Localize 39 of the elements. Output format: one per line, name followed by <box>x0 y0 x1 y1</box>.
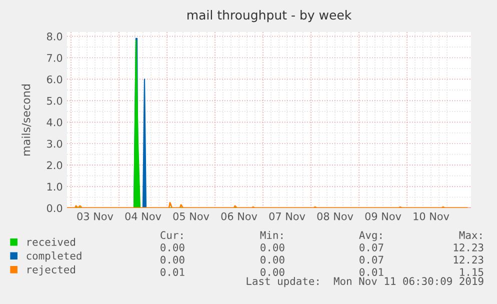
x-tick-label: 06 Nov <box>221 212 258 220</box>
y-tick-label: 0.0 <box>46 204 62 212</box>
y-tick-label: 1.0 <box>47 182 62 191</box>
text: 0.00 <box>160 256 184 264</box>
text: 0.07 <box>360 243 384 252</box>
legend-label: completed <box>26 252 82 262</box>
text: 0.00 <box>260 256 284 264</box>
y-tick-label: 3.0 <box>47 140 62 148</box>
y-tick-label: 6.0 <box>46 75 62 84</box>
text: Min: <box>260 230 282 239</box>
text: 1.15 <box>460 268 484 276</box>
y-axis-title: mails/second <box>22 84 32 156</box>
x-tick-label: 04 Nov <box>125 212 162 220</box>
y-tick-label: 4.0 <box>46 118 62 126</box>
text: 12.23 <box>454 243 484 252</box>
text: 0.00 <box>260 268 284 276</box>
y-tick-label: 5.0 <box>47 96 62 105</box>
text: Max: <box>459 231 482 240</box>
y-tick-label: 2.0 <box>47 161 62 170</box>
text: 0.00 <box>160 243 184 252</box>
x-tick-label: 08 Nov <box>317 212 354 220</box>
x-tick-label: 09 Nov <box>365 212 402 220</box>
y-tick-label: 7.0 <box>47 54 62 62</box>
text: Cur: <box>160 231 182 240</box>
legend-label: rejected <box>28 265 75 276</box>
x-tick-label: 03 Nov <box>77 212 114 220</box>
legend-label: received <box>28 238 75 246</box>
text: 12.23 <box>454 256 484 264</box>
x-tick-label: 10 Nov <box>414 212 450 220</box>
text: 0.01 <box>360 268 384 276</box>
y-tick-label: 8.0 <box>46 32 62 40</box>
text: 0.07 <box>360 256 384 264</box>
text: Last update: Mon Nov 11 06:30:09 2019 <box>246 276 484 288</box>
x-tick-label: 07 Nov <box>269 212 306 220</box>
text: 0.01 <box>160 268 184 276</box>
chart-title: mail throughput - by week <box>188 10 352 22</box>
x-tick-label: 05 Nov <box>173 212 210 220</box>
text: Avg: <box>359 231 382 242</box>
text: 0.00 <box>260 243 284 252</box>
